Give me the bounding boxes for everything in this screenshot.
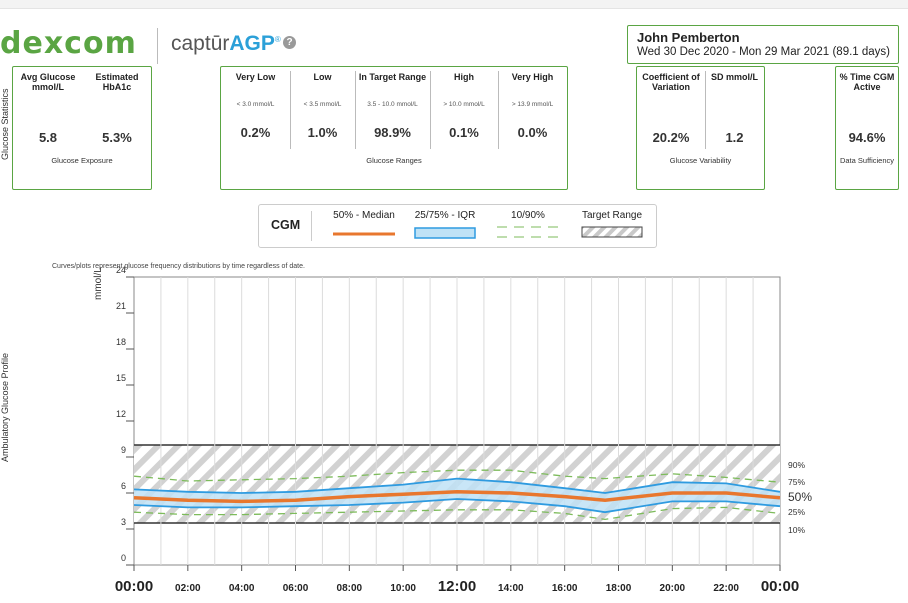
sd-title: SD mmol/L	[710, 72, 758, 82]
range-threshold: > 10.0 mmol/L	[443, 101, 485, 108]
y-tick-label: 12	[116, 409, 126, 419]
x-tick-label: 20:00	[660, 583, 686, 594]
chart-legend: CGM 50% - Median 25/75% - IQR 10/90% Tar…	[258, 204, 657, 248]
report-days: (89.1 days)	[832, 46, 890, 58]
top-bar	[0, 0, 908, 9]
data-sufficiency-panel: % Time CGM Active 94.6% Data Sufficiency	[835, 66, 899, 190]
dexcom-logo: dexcom	[0, 26, 137, 61]
product-prefix: captūr	[171, 32, 230, 55]
registered-mark: ®	[274, 35, 281, 44]
percentile-label: 10%	[788, 525, 805, 535]
report-date-range: Wed 30 Dec 2020 - Mon 29 Mar 2021	[637, 46, 830, 58]
range-threshold: 3.5 - 10.0 mmol/L	[367, 101, 418, 108]
avg-glucose-value: 5.8	[38, 130, 58, 145]
agp-chart: 0 3 6 9 12 15 18 21 24 mmol/L 00:00 02:00 04:00 06:00…	[93, 265, 812, 595]
chart-note: Curves/plots represent glucose frequency…	[52, 263, 305, 270]
x-tick-label: 04:00	[229, 583, 255, 594]
range-threshold: > 13.9 mmol/L	[511, 101, 554, 108]
range-value: 0.2%	[240, 125, 271, 140]
x-tick-label: 18:00	[606, 583, 632, 594]
x-tick-label: 00:00	[761, 578, 799, 595]
hba1c-value: 5.3%	[102, 130, 132, 145]
range-in-target: In Target Range 3.5 - 10.0 mmol/L 98.9%	[355, 72, 430, 140]
ranges-footer: Glucose Ranges	[366, 156, 422, 165]
cv-value: 20.2%	[652, 130, 690, 145]
range-title: Very Low	[235, 72, 276, 82]
y-tick-label: 6	[121, 481, 126, 491]
patient-name: John Pemberton	[637, 30, 740, 45]
legend-pct: 10/90%	[495, 210, 561, 242]
y-tick-label: 24	[116, 265, 126, 275]
legend-median-label: 50% - Median	[333, 210, 395, 221]
iqr-band	[134, 478, 780, 513]
range-value: 98.9%	[374, 125, 411, 140]
cgm-active-title: % Time CGM Active	[839, 72, 895, 92]
range-low: Low < 3.5 mmol/L 1.0%	[290, 72, 355, 140]
range-high: High > 10.0 mmol/L 0.1%	[430, 72, 498, 140]
percentile-label: 75%	[788, 477, 805, 487]
range-very-low: Very Low < 3.0 mmol/L 0.2%	[221, 72, 290, 140]
x-tick-label: 00:00	[115, 578, 153, 595]
x-tick-label: 08:00	[337, 583, 363, 594]
x-tick-label: 10:00	[390, 583, 416, 594]
x-tick-label: 16:00	[552, 583, 578, 594]
glucose-exposure-panel: Avg Glucose mmol/L Estimated HbA1c 5.8 5…	[12, 66, 152, 190]
sufficiency-footer: Data Sufficiency	[839, 156, 895, 165]
legend-median-swatch	[333, 232, 395, 236]
legend-iqr-label: 25/75% - IQR	[414, 210, 476, 221]
range-value: 0.0%	[517, 125, 548, 140]
median-line	[133, 490, 781, 504]
clarity-product-logo: captūrAGP®	[171, 32, 281, 56]
legend-iqr-swatch	[414, 227, 476, 239]
help-icon[interactable]: ?	[283, 36, 296, 49]
product-suffix: AGP	[229, 32, 275, 55]
legend-pct-swatch	[497, 226, 559, 238]
x-tick-label: 06:00	[283, 583, 309, 594]
range-title: High	[454, 72, 474, 82]
range-title: In Target Range	[358, 72, 427, 82]
range-title: Very High	[511, 72, 554, 82]
legend-target-label: Target Range	[581, 210, 643, 221]
range-threshold: < 3.0 mmol/L	[236, 101, 275, 108]
cv-title: Coefficient of Variation	[642, 72, 700, 92]
y-tick-label: 15	[116, 373, 126, 383]
percentile-label: 25%	[788, 507, 805, 517]
x-tick-label: 02:00	[175, 583, 201, 594]
glucose-statistics-label: Glucose Statistics	[0, 88, 10, 160]
legend-iqr: 25/75% - IQR	[412, 210, 478, 242]
p75-line	[133, 477, 781, 494]
percentile-label: 50%	[788, 490, 812, 504]
range-value: 1.0%	[307, 125, 338, 140]
legend-title: CGM	[271, 218, 301, 232]
glucose-ranges-panel: Very Low < 3.0 mmol/L 0.2% Low < 3.5 mmo…	[220, 66, 568, 190]
variability-footer: Glucose Variability	[669, 156, 732, 165]
range-very-high: Very High > 13.9 mmol/L 0.0%	[498, 72, 567, 140]
y-tick-label: 3	[121, 517, 126, 527]
exposure-footer: Glucose Exposure	[51, 156, 113, 165]
range-title: Low	[313, 72, 332, 82]
range-threshold: < 3.5 mmol/L	[303, 101, 342, 108]
p25-line	[133, 498, 781, 514]
y-tick-label: 0	[121, 553, 126, 563]
legend-pct-label: 10/90%	[511, 210, 545, 221]
legend-target: Target Range	[577, 210, 647, 242]
y-tick-label: 9	[121, 445, 126, 455]
glucose-variability-panel: Coefficient of Variation SD mmol/L 20.2%…	[636, 66, 765, 190]
patient-info-box: John Pemberton Wed 30 Dec 2020 - Mon 29 …	[627, 25, 899, 64]
x-tick-label: 14:00	[498, 583, 524, 594]
legend-median: 50% - Median	[329, 210, 399, 242]
range-value: 0.1%	[449, 125, 479, 140]
sd-value: 1.2	[725, 130, 744, 145]
legend-target-swatch	[581, 226, 643, 238]
y-axis-label: mmol/L	[93, 267, 104, 300]
x-tick-label: 12:00	[438, 578, 476, 595]
x-tick-label: 22:00	[713, 583, 739, 594]
hba1c-title: Estimated HbA1c	[95, 72, 139, 92]
cgm-active-value: 94.6%	[848, 130, 886, 145]
percentile-label: 90%	[788, 460, 805, 470]
logo-divider	[157, 28, 158, 64]
avg-glucose-title: Avg Glucose mmol/L	[20, 72, 76, 92]
y-tick-label: 18	[116, 337, 126, 347]
y-tick-label: 21	[116, 301, 126, 311]
